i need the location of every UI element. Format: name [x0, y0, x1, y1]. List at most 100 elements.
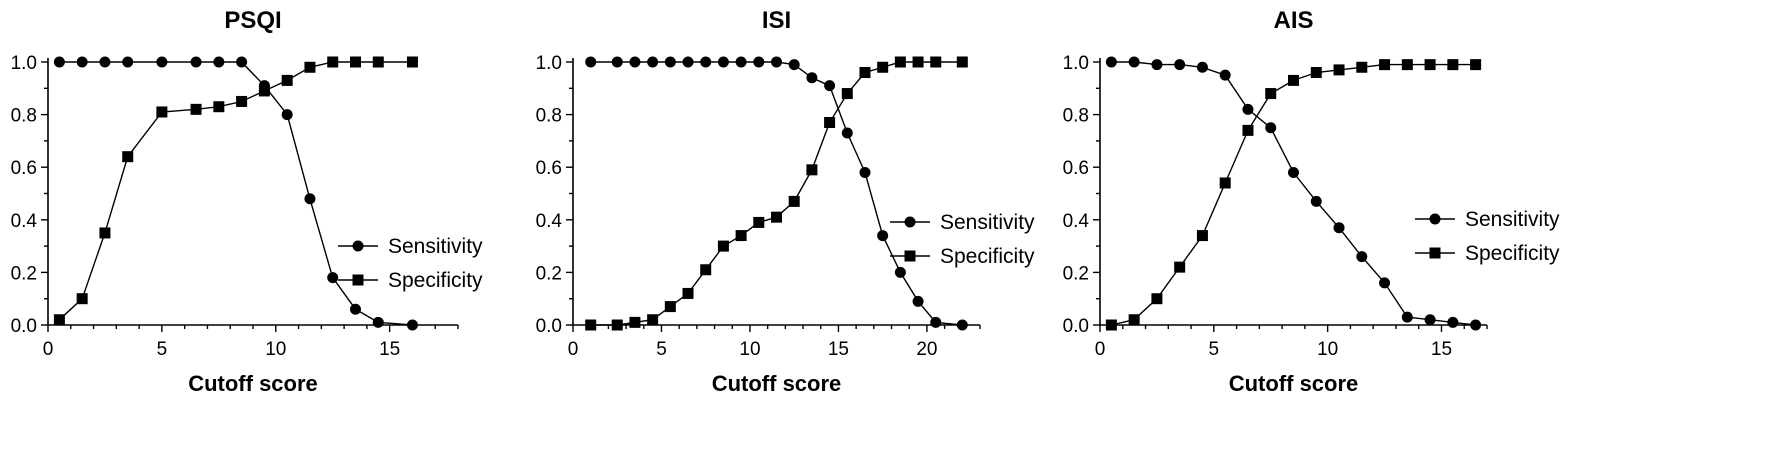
data-point-specificity — [717, 240, 729, 252]
x-tick-label: 0 — [568, 339, 579, 360]
x-tick-label: 5 — [1209, 339, 1220, 360]
data-point-specificity — [53, 314, 65, 326]
x-tick-label: 0 — [43, 339, 54, 360]
data-point-specificity — [281, 74, 293, 86]
series-line-sensitivity — [590, 61, 963, 326]
data-point-sensitivity — [930, 316, 942, 328]
data-point-specificity — [350, 56, 361, 68]
data-point-sensitivity — [281, 109, 293, 121]
x-tick-label: 10 — [1317, 339, 1338, 360]
data-point-sensitivity — [1265, 122, 1277, 134]
x-tick-label: 5 — [656, 339, 667, 360]
data-point-sensitivity — [372, 316, 384, 328]
data-point-specificity — [894, 56, 906, 68]
chart-title: AIS — [1273, 7, 1313, 34]
data-point-sensitivity — [629, 56, 641, 68]
x-axis-label: Cutoff score — [188, 371, 318, 396]
data-point-specificity — [788, 195, 800, 207]
data-point-sensitivity — [1424, 314, 1436, 326]
data-point-specificity — [1470, 59, 1482, 71]
data-point-specificity — [1447, 59, 1459, 71]
data-point-specificity — [806, 164, 818, 176]
y-tick-label: 0.6 — [536, 158, 562, 179]
x-tick-label: 10 — [265, 339, 286, 360]
data-point-sensitivity — [304, 193, 316, 205]
data-point-sensitivity — [1447, 316, 1459, 328]
series-line-specificity — [590, 61, 963, 326]
data-point-specificity — [213, 101, 225, 113]
data-point-sensitivity — [912, 295, 924, 307]
data-point-specificity — [304, 61, 316, 73]
data-point-sensitivity — [1128, 56, 1140, 68]
data-point-specificity — [156, 106, 168, 118]
data-point-specificity — [1174, 261, 1186, 273]
data-point-sensitivity — [735, 56, 747, 68]
data-point-specificity — [877, 61, 889, 73]
data-point-specificity — [629, 316, 641, 328]
data-point-sensitivity — [806, 72, 818, 84]
data-point-specificity — [258, 85, 270, 97]
data-point-specificity — [647, 314, 659, 326]
y-tick-label: 0.4 — [1063, 211, 1090, 232]
data-point-specificity — [735, 230, 747, 242]
data-point-specificity — [327, 56, 339, 68]
data-point-specificity — [859, 67, 871, 79]
data-point-sensitivity — [956, 319, 968, 331]
data-point-sensitivity — [122, 56, 134, 68]
legend-marker-sensitivity — [904, 216, 916, 228]
x-tick-label: 15 — [379, 339, 400, 360]
y-tick-label: 0.8 — [11, 106, 37, 127]
data-point-sensitivity — [350, 303, 361, 315]
data-point-sensitivity — [190, 56, 202, 68]
data-point-specificity — [1265, 88, 1277, 100]
y-tick-label: 0.0 — [536, 316, 562, 337]
y-tick-label: 0.2 — [536, 263, 562, 284]
x-tick-label: 20 — [916, 339, 937, 360]
legend-marker-specificity — [352, 274, 364, 286]
data-point-specificity — [1128, 314, 1140, 326]
legend-marker-sensitivity — [352, 240, 364, 252]
y-tick-label: 0.2 — [1063, 263, 1089, 284]
data-point-specificity — [841, 88, 853, 100]
x-axis-label: Cutoff score — [712, 371, 842, 396]
data-point-sensitivity — [327, 272, 339, 284]
data-point-specificity — [1219, 177, 1231, 189]
data-point-sensitivity — [788, 59, 800, 71]
data-point-sensitivity — [1105, 56, 1117, 68]
data-point-specificity — [912, 56, 924, 68]
data-point-sensitivity — [1333, 222, 1345, 234]
data-point-sensitivity — [1151, 59, 1163, 71]
data-point-sensitivity — [664, 56, 676, 68]
data-point-sensitivity — [1242, 103, 1254, 115]
data-point-specificity — [406, 56, 418, 68]
legend-label: Specificity — [940, 245, 1035, 268]
data-point-specificity — [236, 95, 248, 107]
data-point-sensitivity — [824, 80, 836, 92]
data-point-specificity — [1379, 59, 1391, 71]
data-point-specificity — [1401, 59, 1413, 71]
y-tick-label: 1.0 — [11, 53, 37, 74]
data-point-sensitivity — [611, 56, 623, 68]
data-point-sensitivity — [1379, 277, 1391, 289]
data-point-sensitivity — [1196, 61, 1208, 73]
y-tick-label: 1.0 — [536, 53, 562, 74]
x-tick-label: 15 — [828, 339, 849, 360]
data-point-sensitivity — [99, 56, 111, 68]
series-line-sensitivity — [59, 61, 413, 326]
legend-marker-specificity — [904, 250, 916, 262]
data-point-sensitivity — [1219, 69, 1231, 81]
data-point-sensitivity — [753, 56, 765, 68]
data-point-sensitivity — [236, 56, 248, 68]
data-point-sensitivity — [877, 230, 889, 242]
x-tick-label: 10 — [739, 339, 760, 360]
legend-label: Sensitivity — [1465, 208, 1560, 231]
data-point-sensitivity — [1470, 319, 1482, 331]
data-point-sensitivity — [76, 56, 88, 68]
data-point-specificity — [1151, 293, 1163, 305]
chart-panel: ISI 0.0 0.2 0.4 0.6 0.8 1.0 0 5 10 15 20 Cutoff scor… — [536, 7, 1035, 396]
data-point-specificity — [1356, 61, 1368, 73]
data-point-sensitivity — [585, 56, 597, 68]
y-tick-label: 0.8 — [1063, 106, 1089, 127]
